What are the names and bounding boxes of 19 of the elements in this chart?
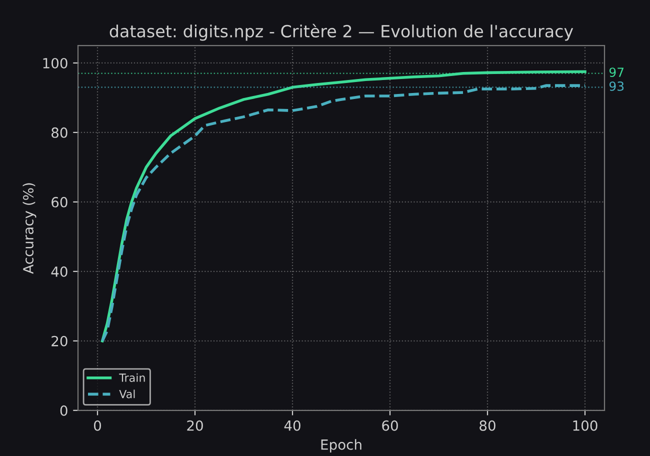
legend-label: Val bbox=[119, 390, 135, 398]
x-axis-title: Epoch bbox=[321, 439, 362, 453]
x-tick-label: 0 bbox=[94, 420, 101, 431]
y-tick-label: 60 bbox=[52, 196, 68, 208]
x-tick-label: 20 bbox=[187, 420, 203, 431]
ref-line-label: 93 bbox=[609, 81, 624, 91]
x-tick-label: 80 bbox=[480, 420, 496, 431]
chart-title: dataset: digits.npz - Critère 2 — Evolution de l'accuracy bbox=[110, 24, 574, 41]
legend-label: Train bbox=[119, 373, 145, 382]
y-tick-label: 100 bbox=[43, 58, 68, 68]
y-tick-label: 20 bbox=[52, 336, 68, 346]
x-tick-label: 40 bbox=[284, 420, 300, 431]
x-tick-label: 100 bbox=[573, 420, 598, 431]
y-tick-label: 40 bbox=[51, 266, 68, 277]
y-tick-label: 80 bbox=[52, 127, 68, 138]
y-axis-title: Accuracy (%) bbox=[22, 183, 36, 274]
y-tick-label: 0 bbox=[60, 405, 68, 416]
ref-line-label: 97 bbox=[609, 68, 624, 78]
x-tick-label: 60 bbox=[382, 420, 398, 431]
